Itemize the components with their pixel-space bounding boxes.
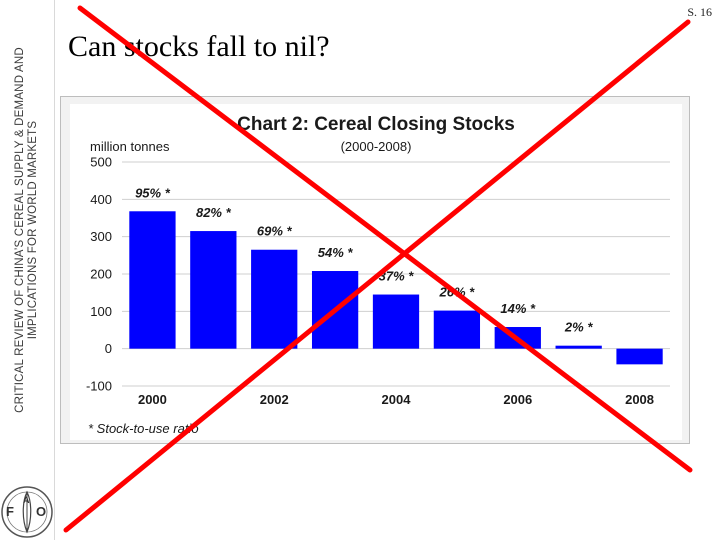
- bar-2002: [251, 249, 298, 349]
- y-tick-label: 100: [90, 304, 112, 319]
- data-label-2001: 82% *: [196, 205, 232, 220]
- svg-text:A: A: [23, 495, 30, 505]
- x-tick-label: 2002: [260, 392, 289, 407]
- bar-2000: [129, 211, 176, 349]
- data-label-2003: 54% *: [318, 245, 354, 260]
- bar-2008: [616, 348, 663, 365]
- sidebar-caption-line1: CRITICAL REVIEW OF CHINA’S CEREAL SUPPLY…: [14, 47, 26, 413]
- data-label-2006: 14% *: [500, 301, 536, 316]
- chart-subtitle: (2000-2008): [341, 139, 412, 154]
- data-label-2000: 95% *: [135, 185, 171, 200]
- sidebar: CRITICAL REVIEW OF CHINA’S CEREAL SUPPLY…: [0, 0, 55, 540]
- svg-text:F: F: [6, 504, 14, 519]
- bar-2004: [372, 294, 420, 349]
- bar-2003: [311, 271, 359, 349]
- slide-title: Can stocks fall to nil?: [68, 30, 330, 63]
- y-tick-label: 300: [90, 229, 112, 244]
- y-tick-label: 200: [90, 267, 112, 282]
- sidebar-caption-line2: IMPLICATIONS FOR WORLD MARKETS: [27, 120, 39, 340]
- y-tick-label: -100: [86, 379, 112, 394]
- slide-number: S. 16: [687, 5, 712, 19]
- data-label-2002: 69% *: [257, 224, 293, 239]
- y-tick-label: 500: [90, 155, 112, 170]
- x-tick-label: 2008: [625, 392, 654, 407]
- bar-2006: [494, 327, 541, 349]
- data-label-2004: 37% *: [379, 269, 415, 284]
- x-tick-label: 2006: [503, 392, 532, 407]
- data-label-2005: 26% *: [439, 285, 476, 300]
- fao-logo-icon: F O A: [1, 486, 53, 538]
- chart-footnote: * Stock-to-use ratio: [88, 421, 199, 436]
- y-tick-label: 0: [105, 341, 112, 356]
- bar-2001: [190, 231, 237, 349]
- bar-2007: [555, 345, 602, 349]
- x-tick-label: 2004: [382, 392, 412, 407]
- data-label-2007: 2% *: [564, 320, 593, 335]
- x-tick-label: 2000: [138, 392, 167, 407]
- chart-title: Chart 2: Cereal Closing Stocks: [237, 114, 515, 135]
- y-axis-label: million tonnes: [90, 139, 170, 154]
- sidebar-caption: CRITICAL REVIEW OF CHINA’S CEREAL SUPPLY…: [14, 0, 40, 460]
- y-tick-label: 400: [90, 192, 112, 207]
- svg-text:O: O: [36, 504, 46, 519]
- bar-2005: [433, 310, 481, 349]
- cereal-stocks-chart: Chart 2: Cereal Closing Stocks (2000-200…: [70, 104, 682, 440]
